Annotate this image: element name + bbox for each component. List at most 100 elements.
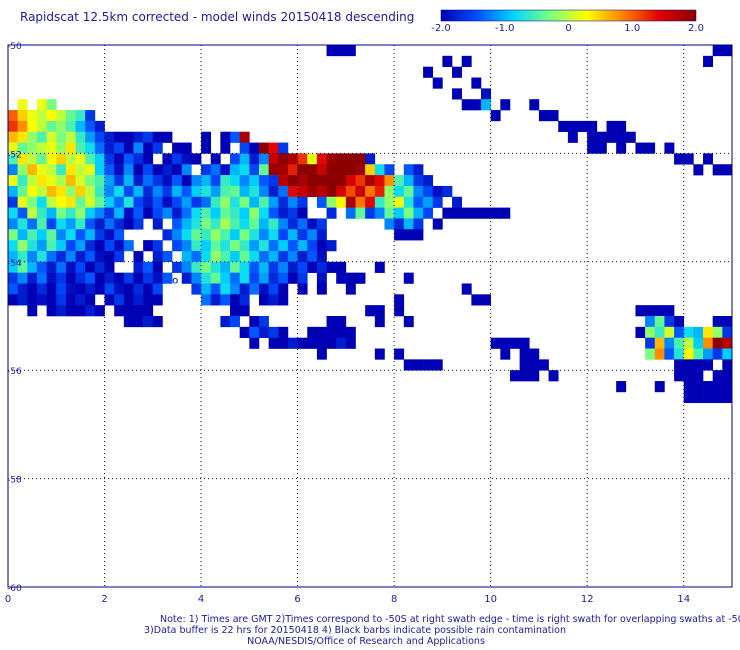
heatmap-cell: [8, 196, 18, 208]
heatmap-cell: [17, 185, 28, 198]
heatmap-cell: [374, 316, 385, 328]
heatmap-cell: [703, 381, 713, 393]
heatmap-cell: [307, 240, 318, 252]
heatmap-cell: [703, 153, 713, 165]
heatmap-cell: [258, 218, 269, 230]
heatmap-cell: [326, 185, 337, 198]
heatmap-cell: [258, 164, 269, 176]
heatmap-cell: [46, 99, 57, 111]
heatmap-cell: [413, 185, 424, 198]
heatmap-cell: [162, 164, 173, 176]
heatmap-cell: [297, 261, 308, 273]
heatmap-cell: [693, 391, 704, 404]
heatmap-cell: [36, 185, 47, 198]
heatmap-cell: [722, 348, 733, 360]
heatmap-cell: [316, 175, 327, 187]
heatmap-cell: [278, 229, 289, 241]
heatmap-cell: [65, 185, 76, 198]
y-tick-label: -52: [7, 150, 22, 160]
heatmap-cell: [123, 196, 134, 208]
heatmap-cell: [123, 185, 134, 198]
heatmap-cell: [394, 185, 405, 198]
heatmap-cell: [712, 370, 723, 382]
heatmap-cell: [27, 283, 38, 295]
heatmap-cell: [36, 272, 47, 284]
heatmap-cell: [94, 250, 105, 263]
heatmap-cell: [654, 305, 665, 317]
heatmap-cell: [567, 131, 578, 143]
heatmap-cell: [423, 66, 434, 78]
heatmap-cell: [46, 153, 57, 165]
heatmap-cell: [201, 131, 212, 143]
heatmap-cell: [249, 207, 260, 219]
heatmap-cell: [143, 153, 154, 165]
heatmap-cell: [365, 207, 376, 219]
heatmap-cell: [94, 164, 105, 176]
heatmap-cell: [133, 175, 144, 187]
heatmap-cell: [56, 185, 67, 198]
heatmap-cell: [307, 261, 318, 273]
heatmap-cell: [201, 283, 212, 295]
y-axis-ticks: -50 -52 -54 -56 -58 -60: [7, 42, 22, 594]
heatmap-cell: [355, 164, 366, 176]
heatmap-cell: [210, 207, 221, 219]
heatmap-cell: [403, 359, 414, 371]
grid-lines: [7, 44, 733, 588]
heatmap-cell: [172, 240, 183, 252]
heatmap-cell: [587, 131, 598, 143]
heatmap-cell: [94, 196, 105, 208]
heatmap-cell: [664, 348, 675, 360]
heatmap-cell: [152, 261, 163, 273]
heatmap-cell: [403, 316, 414, 328]
heatmap-cell: [722, 164, 733, 176]
heatmap-cell: [191, 229, 202, 241]
heatmap-cell: [693, 164, 704, 176]
heatmap-cell: [355, 272, 366, 284]
heatmap-cell: [46, 207, 57, 219]
colorbar-tick-label: 2.0: [688, 23, 704, 34]
heatmap-cell: [297, 196, 308, 208]
heatmap-cell: [114, 283, 125, 295]
heatmap-cell: [712, 391, 723, 404]
heatmap-cell: [27, 120, 38, 133]
heatmap-cell: [336, 272, 347, 284]
heatmap-cell: [94, 240, 105, 252]
heatmap-cell: [316, 337, 327, 349]
heatmap-cell: [75, 305, 86, 317]
heatmap-cell: [307, 337, 318, 349]
heatmap-cell: [239, 229, 250, 241]
heatmap-cell: [27, 110, 38, 122]
heatmap-cell: [104, 175, 115, 187]
heatmap-cell: [114, 142, 125, 154]
heatmap-cell: [355, 196, 366, 208]
heatmap-cell: [230, 185, 240, 198]
heatmap-cell: [345, 164, 356, 176]
heatmap-cell: [394, 229, 405, 241]
heatmap-cell: [230, 175, 240, 187]
heatmap-cell: [239, 185, 250, 198]
heatmap-cell: [500, 99, 511, 111]
heatmap-cell: [384, 196, 395, 208]
heatmap-cell: [596, 131, 607, 143]
heatmap-cell: [162, 196, 173, 208]
heatmap-cell: [75, 272, 86, 284]
heatmap-cell: [249, 175, 260, 187]
heatmap-cell: [268, 196, 279, 208]
heatmap-cell: [46, 110, 57, 122]
heatmap-cell: [114, 153, 125, 165]
heatmap-cell: [143, 294, 154, 306]
heatmap-cell: [432, 77, 443, 89]
heatmap-cell: [703, 348, 713, 360]
heatmap-cell: [297, 337, 308, 349]
heatmap-cell: [268, 153, 279, 165]
heatmap-cell: [17, 142, 28, 154]
heatmap-cell: [172, 229, 183, 241]
heatmap-cell: [268, 294, 279, 306]
heatmap-cell: [85, 196, 96, 208]
heatmap-cell: [220, 261, 231, 273]
heatmap-cell: [65, 120, 76, 133]
heatmap-cell: [307, 164, 318, 176]
heatmap-cell: [481, 207, 491, 219]
heatmap-cell: [345, 153, 356, 165]
